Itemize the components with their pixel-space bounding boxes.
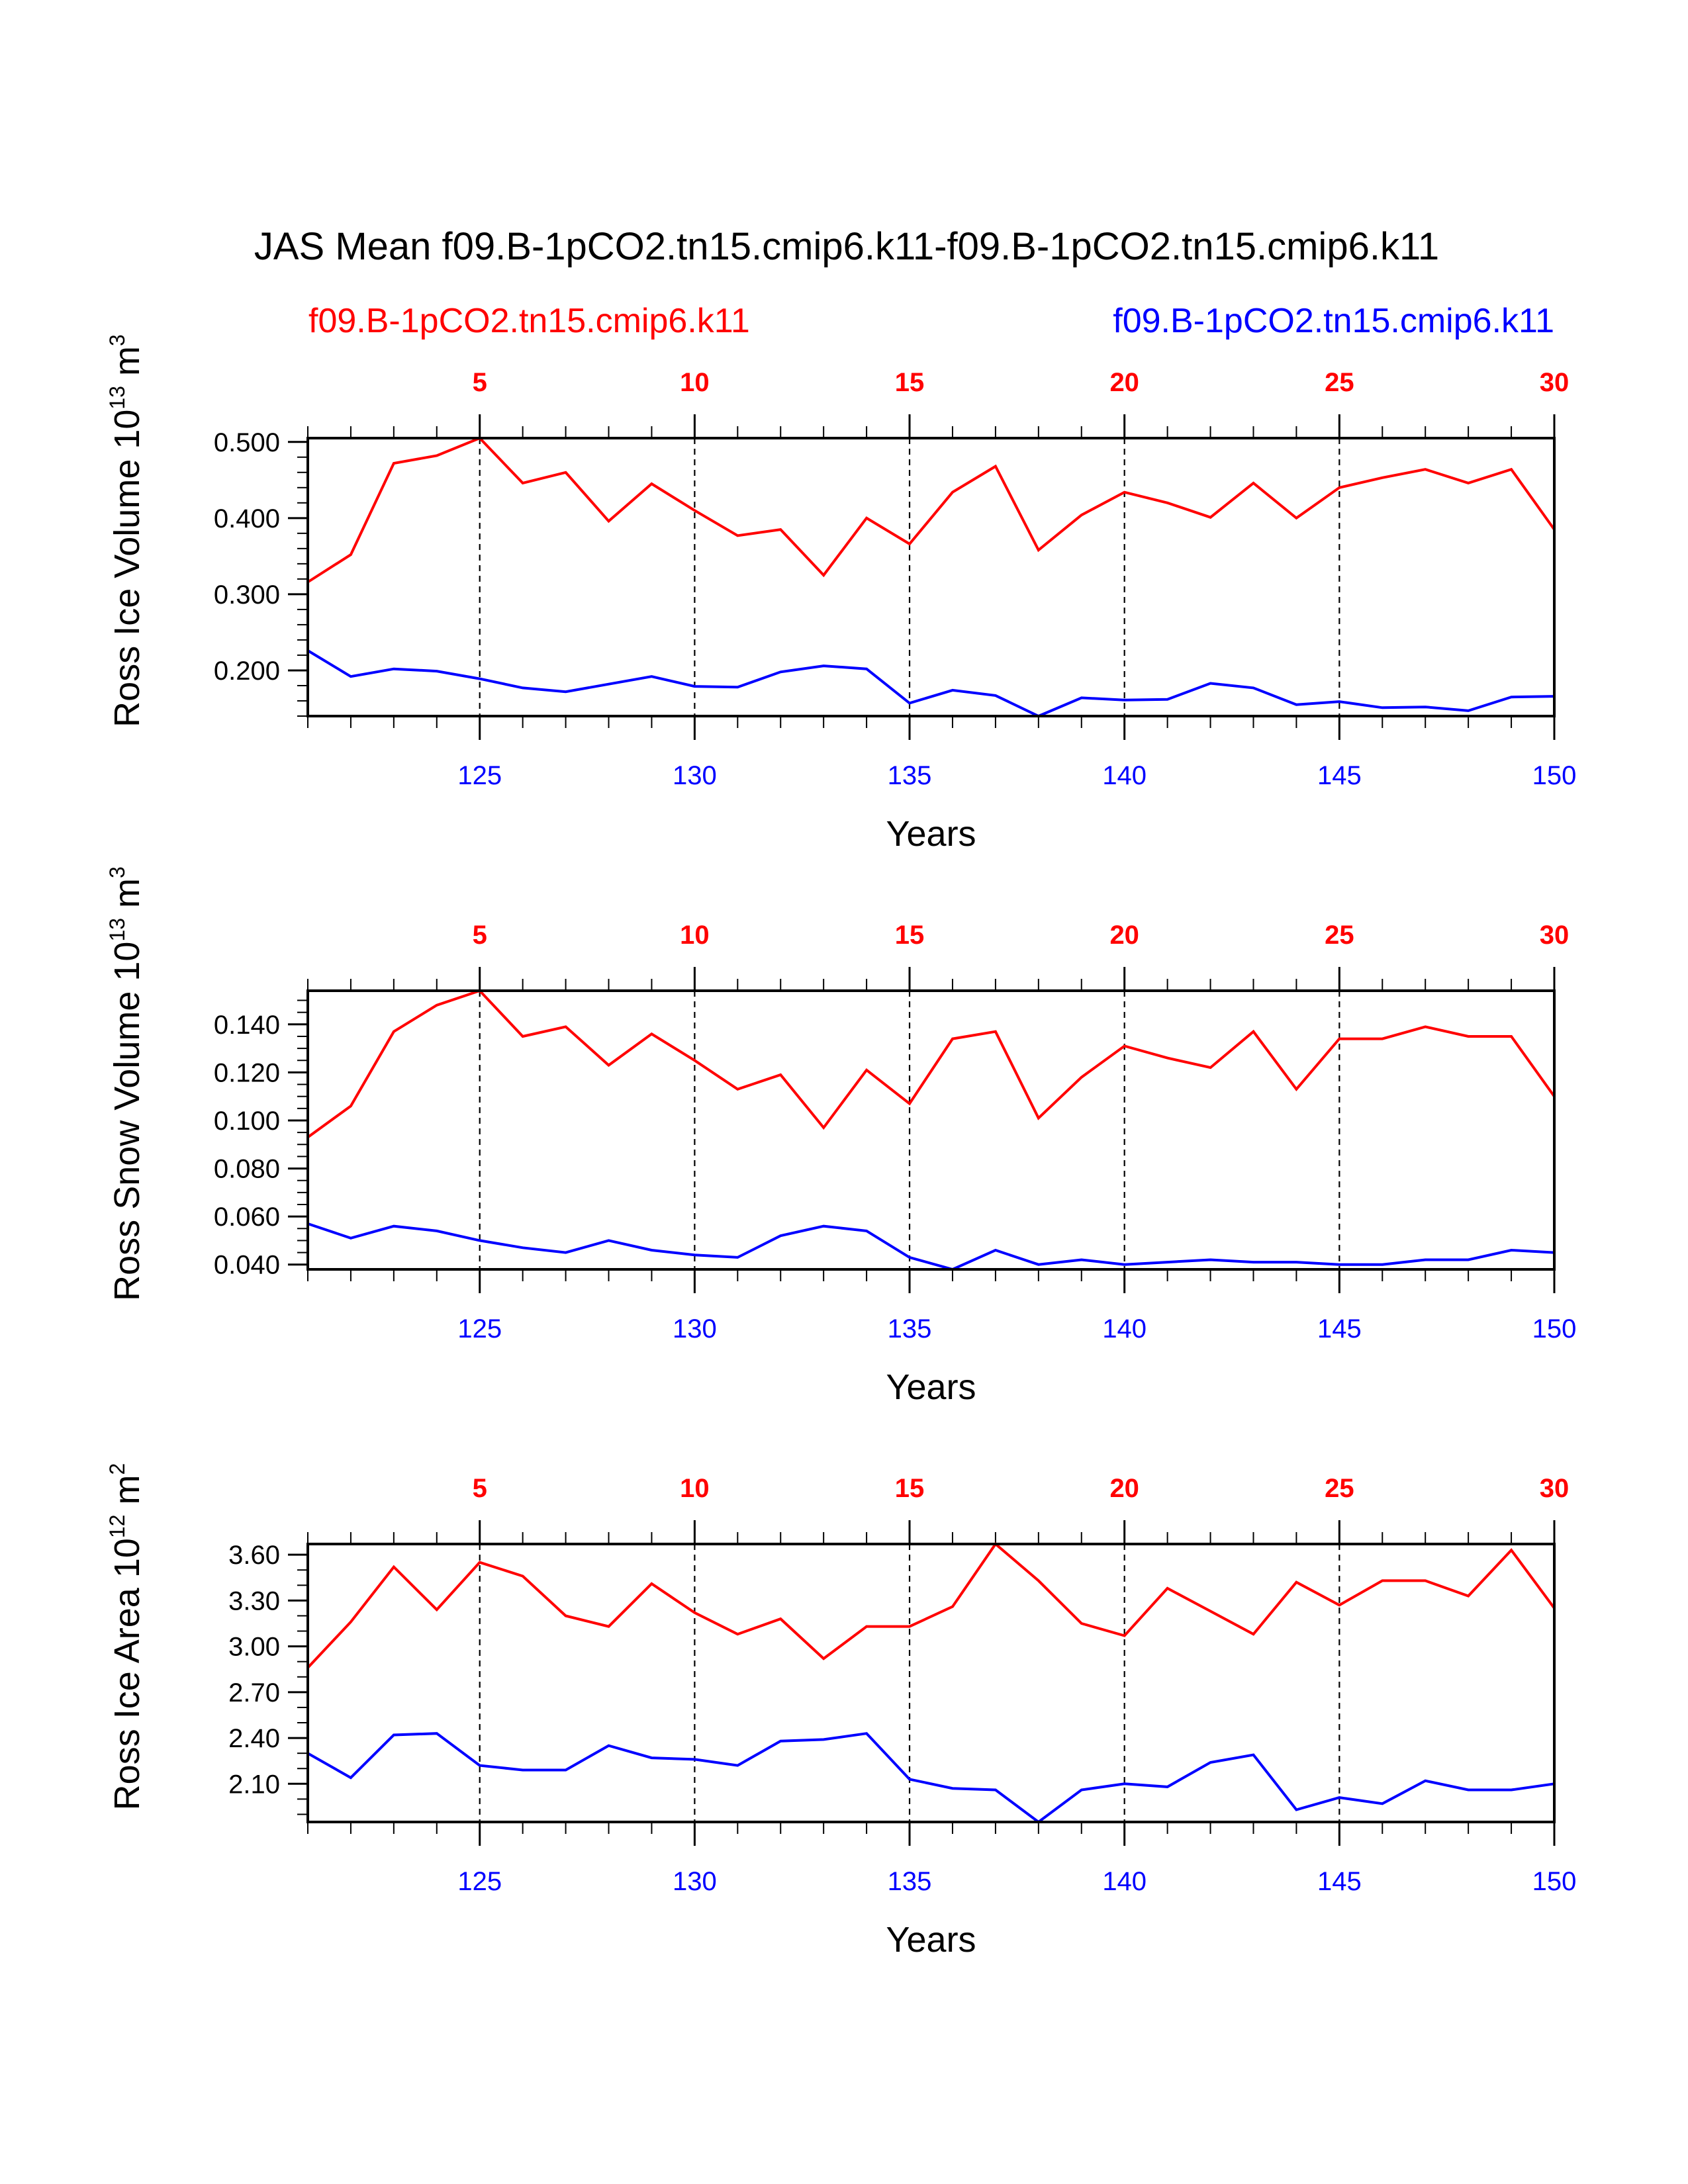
x-top-tick-label: 15 [895, 921, 925, 950]
y-tick-label: 0.060 [214, 1203, 280, 1232]
x-top-tick-label: 20 [1109, 368, 1139, 397]
series-case2-line [307, 1732, 1555, 1824]
x-top-tick-label: 5 [473, 1474, 487, 1503]
x-top-tick-label: 15 [895, 1474, 925, 1503]
series-case1-line [306, 1542, 1556, 1669]
plot-frame [306, 989, 1556, 1271]
plot-frame [306, 437, 1556, 717]
x-top-tick-label: 10 [680, 921, 710, 950]
y-tick-label: 2.40 [228, 1724, 280, 1753]
y-axis-label-exponent: 13 [105, 918, 129, 942]
y-tick-label: 3.00 [228, 1633, 280, 1662]
y-axis-label-main: Ross Snow Volume 10 [107, 942, 147, 1301]
x-bottom-tick-label: 140 [1102, 761, 1147, 790]
y-tick-label: 0.400 [214, 504, 280, 533]
x-top-tick-label: 30 [1540, 1474, 1570, 1503]
x-bottom-tick-label: 125 [457, 1314, 502, 1343]
y-axis-label-unit-exponent: 3 [105, 866, 129, 878]
x-top-tick-label: 5 [473, 921, 487, 950]
plot-frame [306, 1543, 1556, 1823]
x-bottom-tick-label: 150 [1532, 761, 1577, 790]
x-bottom-tick-label: 130 [673, 761, 717, 790]
y-tick-label: 2.70 [228, 1678, 280, 1707]
series-case2-line [307, 1222, 1555, 1271]
y-tick-label: 0.200 [214, 657, 280, 686]
y-tick-label: 0.080 [214, 1155, 280, 1184]
y-tick-label: 0.100 [214, 1107, 280, 1136]
legend-case1: f09.B-1pCO2.tn15.cmip6.k11 [308, 302, 750, 340]
x-bottom-tick-label: 145 [1317, 761, 1362, 790]
y-axis-label-main: Ross Ice Volume 10 [107, 410, 147, 727]
y-tick-label: 0.140 [214, 1011, 280, 1040]
legend-case2: f09.B-1pCO2.tn15.cmip6.k11 [1113, 302, 1554, 340]
x-bottom-tick-label: 135 [888, 1314, 932, 1343]
chart-title: JAS Mean f09.B-1pCO2.tn15.cmip6.k11-f09.… [254, 225, 1439, 268]
x-top-tick-label: 25 [1325, 368, 1354, 397]
y-axis-label-exponent: 12 [105, 1514, 129, 1538]
x-axis-label: Years [886, 1367, 976, 1407]
x-top-tick-label: 25 [1325, 921, 1354, 950]
series-case2-line [306, 649, 1555, 718]
y-tick-label: 0.500 [214, 428, 280, 457]
x-bottom-tick-label: 125 [457, 761, 502, 790]
x-bottom-tick-label: 150 [1532, 1314, 1577, 1343]
x-bottom-tick-label: 145 [1317, 1314, 1362, 1343]
y-axis-label-unit-exponent: 3 [105, 334, 129, 346]
x-bottom-tick-label: 135 [888, 761, 932, 790]
y-tick-label: 2.10 [228, 1770, 280, 1799]
x-axis-label: Years [886, 814, 976, 854]
y-axis-label-unit-exponent: 2 [105, 1463, 129, 1475]
x-bottom-tick-label: 150 [1532, 1867, 1577, 1896]
x-top-tick-label: 5 [473, 368, 487, 397]
y-tick-label: 0.120 [214, 1058, 280, 1087]
x-bottom-tick-label: 130 [673, 1314, 717, 1343]
y-axis-label-unit: m [107, 346, 147, 386]
x-bottom-tick-label: 140 [1102, 1314, 1147, 1343]
x-axis-label: Years [886, 1920, 976, 1960]
series-case1-line [306, 989, 1556, 1139]
y-tick-label: 0.300 [214, 580, 280, 610]
y-axis-label: Ross Ice Volume 1013 m3 [105, 334, 147, 727]
y-tick-label: 3.60 [228, 1541, 280, 1570]
x-top-tick-label: 10 [680, 1474, 710, 1503]
x-top-tick-label: 30 [1540, 921, 1570, 950]
x-bottom-tick-label: 130 [673, 1867, 717, 1896]
y-axis-label: Ross Ice Area 1012 m2 [105, 1463, 147, 1811]
x-bottom-tick-label: 145 [1317, 1867, 1362, 1896]
x-top-tick-label: 20 [1109, 921, 1139, 950]
y-axis-label-unit: m [107, 878, 147, 918]
x-top-tick-label: 20 [1109, 1474, 1139, 1503]
series-case1-line [306, 436, 1556, 584]
x-bottom-tick-label: 125 [457, 1867, 502, 1896]
y-axis-label-main: Ross Ice Area 10 [107, 1538, 147, 1810]
x-top-tick-label: 10 [680, 368, 710, 397]
x-top-tick-label: 25 [1325, 1474, 1354, 1503]
x-top-tick-label: 15 [895, 368, 925, 397]
y-axis-label: Ross Snow Volume 1013 m3 [105, 866, 147, 1301]
x-bottom-tick-label: 140 [1102, 1867, 1147, 1896]
y-tick-label: 0.040 [214, 1251, 280, 1280]
panel-1: 0.200 0.300 0.400 0.500 125 130 135 140 145 150 5 1… [105, 334, 1576, 854]
x-top-tick-label: 30 [1540, 368, 1570, 397]
x-bottom-tick-label: 135 [888, 1867, 932, 1896]
y-axis-label-exponent: 13 [105, 386, 129, 410]
y-tick-label: 3.30 [228, 1586, 280, 1615]
y-axis-label-unit: m [107, 1475, 147, 1514]
